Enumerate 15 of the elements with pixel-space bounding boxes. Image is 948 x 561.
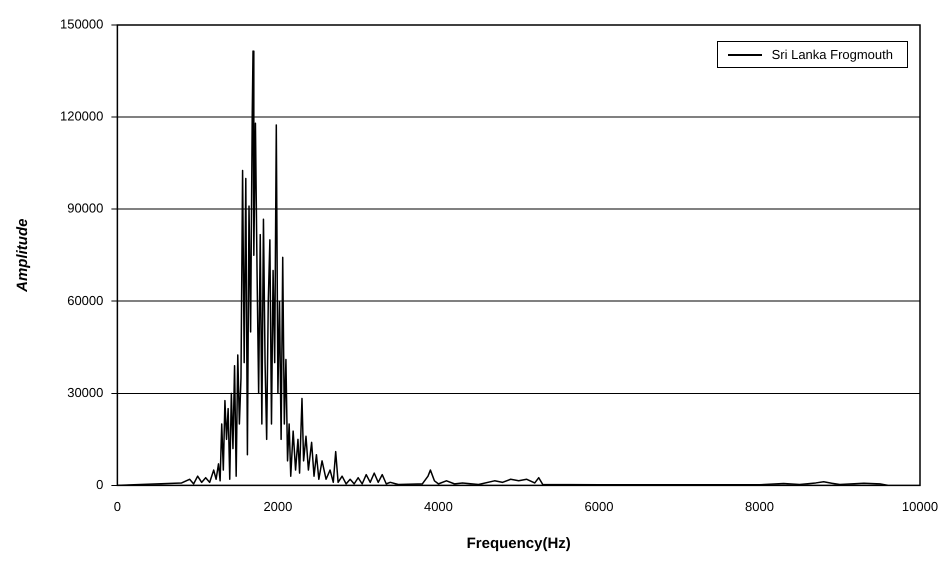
y-tick-label: 0: [96, 476, 104, 492]
y-tick-label: 90000: [67, 200, 104, 216]
legend-label: Sri Lanka Frogmouth: [772, 47, 893, 62]
x-tick-label: 8000: [745, 498, 774, 514]
x-tick-label: 2000: [263, 498, 292, 514]
y-tick-label: 30000: [67, 384, 104, 400]
y-tick-label: 120000: [60, 108, 104, 124]
x-tick-label: 4000: [424, 498, 453, 514]
x-tick-label: 10000: [902, 498, 938, 514]
y-tick-label: 150000: [60, 16, 104, 32]
x-tick-label: 0: [114, 498, 121, 514]
y-tick-label: 60000: [67, 292, 104, 308]
x-tick-label: 6000: [584, 498, 614, 514]
y-axis-title: Amplitude: [14, 218, 32, 293]
x-axis-title: Frequency(Hz): [466, 535, 571, 552]
